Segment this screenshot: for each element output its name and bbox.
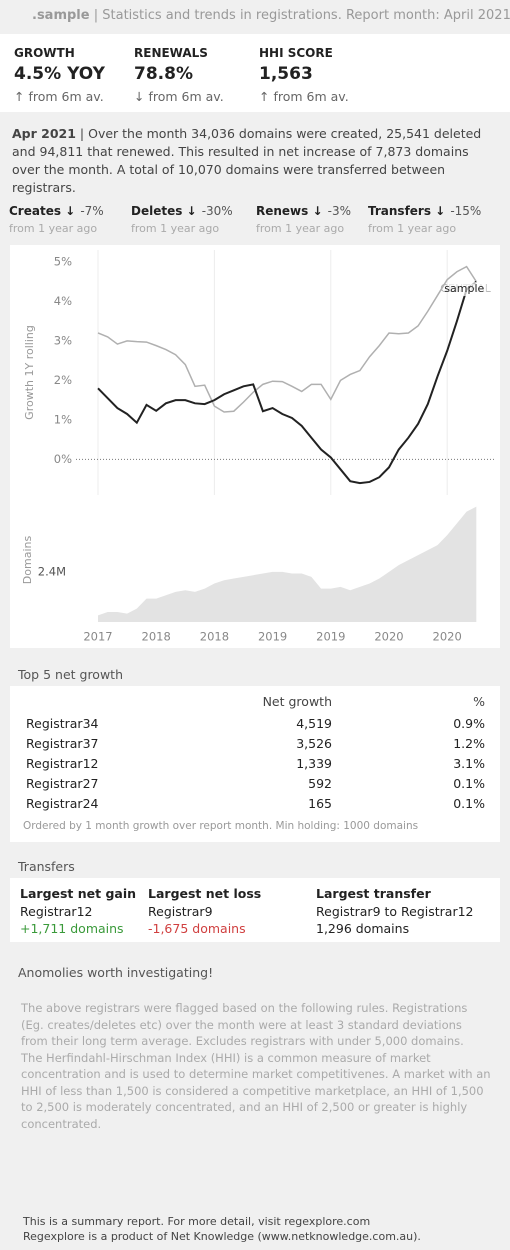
transfers-panel: Largest net gain Registrar12 +1,711 doma… [10, 878, 500, 942]
separator: | [93, 8, 99, 23]
column-header: % [473, 694, 485, 709]
table-note: Ordered by 1 month growth over report mo… [23, 820, 419, 832]
transfer-who: Registrar9 [148, 904, 213, 919]
summary: Apr 2021 | Over the month 34,036 domains… [12, 125, 498, 197]
charts: Growth 1Y rolling0%1%2%3%4%5%CENTRALsamp… [10, 245, 500, 648]
x-tick-label: 2020 [374, 630, 403, 644]
metric: Renews ↓ -3% from 1 year ago [256, 200, 351, 235]
x-tick-label: 2019 [316, 630, 345, 644]
percent: 3.1% [453, 756, 485, 771]
footer-line: Regexplore is a product of Net Knowledge… [23, 1230, 421, 1243]
metric-change: -15% [450, 204, 482, 218]
series-line [97, 265, 477, 413]
transfer-label: Largest transfer [316, 886, 431, 901]
y-tick-label: 2.4M [38, 564, 66, 578]
percent: 0.9% [453, 716, 485, 731]
transfer-who: Registrar9 to Registrar12 [316, 904, 474, 919]
section-title: Anomolies worth investigating! [18, 965, 214, 980]
y-tick-label: 4% [54, 294, 72, 308]
y-tick-label: 0% [54, 452, 72, 466]
footer-line: This is a summary report. For more detai… [23, 1215, 371, 1228]
x-tick-label: 2017 [83, 630, 112, 644]
net-growth: 4,519 [296, 716, 332, 731]
kpi-value: 78.8% [134, 64, 193, 84]
series-label: sample [444, 282, 484, 295]
paragraph: The above registrars were flagged based … [21, 1001, 468, 1048]
registrar: Registrar27 [26, 776, 99, 791]
kpi-value: 1,563 [259, 64, 313, 84]
metric-name: Transfers ↓ [368, 204, 446, 218]
column-header: Net growth [262, 694, 332, 709]
percent: 1.2% [453, 736, 485, 751]
metric-name: Creates ↓ [9, 204, 76, 218]
series-line [97, 280, 477, 485]
net-growth: 592 [308, 776, 332, 791]
y-tick-label: 3% [54, 333, 72, 347]
top5-table: Net growth% Registrar34 4,519 0.9% Registrar… [10, 686, 500, 842]
registrar: Registrar37 [26, 736, 99, 751]
area [98, 506, 477, 622]
metric: Deletes ↓ -30% from 1 year ago [131, 200, 233, 235]
percent: 0.1% [453, 796, 485, 811]
kpi-change: ↑ from 6m av. [14, 89, 104, 104]
x-tick-label: 2018 [142, 630, 171, 644]
metric-change: -7% [80, 204, 104, 218]
y-tick-label: 2% [54, 373, 72, 387]
metric-period: from 1 year ago [368, 222, 457, 235]
summary-text: | Over the month 34,036 domains were cre… [12, 126, 482, 195]
top5-subtitle: net growth [55, 667, 123, 682]
header: .sample | Statistics and trends in regis… [32, 8, 510, 23]
header-text: Statistics and trends in registrations. … [102, 8, 510, 23]
x-tick-label: 2020 [433, 630, 462, 644]
transfer-amount: -1,675 domains [148, 921, 246, 936]
metric-period: from 1 year ago [256, 222, 345, 235]
registrar: Registrar24 [26, 796, 99, 811]
transfer-label: Largest net loss [148, 886, 262, 901]
kpi-change: ↓ from 6m av. [134, 89, 224, 104]
metric-period: from 1 year ago [131, 222, 220, 235]
kpi-value: 4.5% YOY [14, 64, 105, 84]
kpi-label: RENEWALS [134, 46, 208, 60]
section-title: Transfers [18, 859, 75, 874]
metric-change: -30% [201, 204, 233, 218]
transfer-who: Registrar12 [20, 904, 93, 919]
transfer-amount: 1,296 domains [316, 921, 410, 936]
metric-period: from 1 year ago [9, 222, 98, 235]
metric-change: -3% [327, 204, 351, 218]
transfer-amount: +1,711 domains [20, 921, 124, 936]
kpi-label: GROWTH [14, 46, 75, 60]
registrar: Registrar34 [26, 716, 99, 731]
kpi-label: HHI SCORE [259, 46, 333, 60]
x-tick-label: 2019 [258, 630, 287, 644]
y-axis-label: Growth 1Y rolling [23, 325, 36, 420]
metric-name: Deletes ↓ [131, 204, 197, 218]
metric: Transfers ↓ -15% from 1 year ago [368, 200, 481, 235]
label-background [448, 282, 487, 296]
y-tick-label: 1% [54, 412, 72, 426]
percent: 0.1% [453, 776, 485, 791]
anomaly-text: The above registrars were flagged based … [21, 1000, 491, 1132]
top5-title: Top 5 [18, 667, 52, 682]
metric: Creates ↓ -7% from 1 year ago [9, 200, 104, 235]
kpi-change: ↑ from 6m av. [259, 89, 349, 104]
x-tick-label: 2018 [200, 630, 229, 644]
y-axis-label: Domains [21, 536, 34, 585]
paragraph: The Herfindahl-Hirschman Index (HHI) is … [21, 1050, 491, 1131]
kpi-panel: GROWTH 4.5% YOY ↑ from 6m av. RENEWALS 7… [0, 34, 510, 112]
section-title: Top 5 net growth [18, 667, 123, 682]
y-tick-label: 5% [54, 254, 72, 268]
net-growth: 165 [308, 796, 332, 811]
summary-month: Apr 2021 [12, 126, 76, 141]
metric-name: Renews ↓ [256, 204, 323, 218]
transfer-label: Largest net gain [20, 886, 137, 901]
brand: .sample [32, 8, 90, 23]
net-growth: 1,339 [296, 756, 332, 771]
registrar: Registrar12 [26, 756, 99, 771]
net-growth: 3,526 [296, 736, 332, 751]
